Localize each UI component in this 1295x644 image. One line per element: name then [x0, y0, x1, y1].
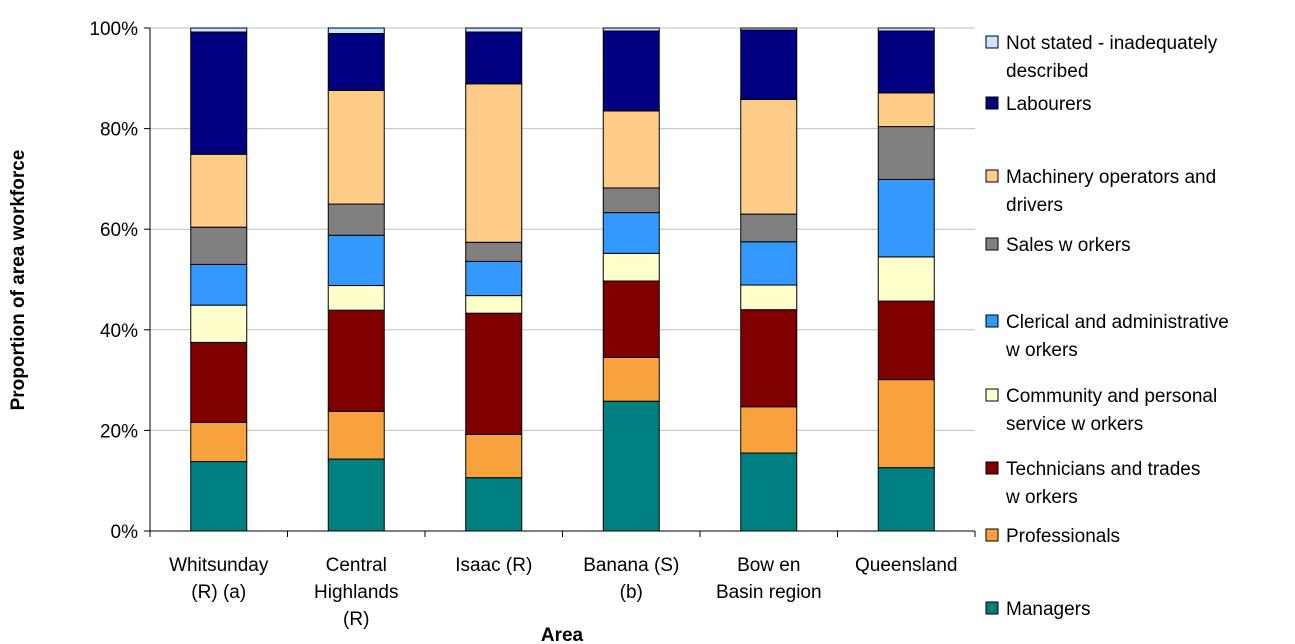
bar-segment	[877, 92, 935, 128]
bar-segment	[877, 27, 935, 32]
legend: Not stated - inadequately described Labour…	[985, 33, 1229, 620]
x-tick-label: Banana (S) (b)	[583, 555, 679, 603]
x-tick-label: Bow en Basin region	[716, 555, 822, 603]
bar-segment	[740, 406, 798, 454]
bar-segment	[465, 295, 523, 314]
bar-segment	[740, 213, 798, 243]
legend-label: Professionals	[1006, 526, 1120, 547]
bar-segment	[602, 356, 660, 402]
bar-segment	[602, 400, 660, 532]
bar-segment	[877, 30, 935, 94]
bar-segment	[602, 27, 660, 32]
bar-segment	[602, 110, 660, 189]
bar-segment	[190, 31, 248, 155]
legend-label: Community and personal service w orkers	[1006, 386, 1217, 435]
legend-swatch	[985, 96, 999, 110]
bar-segment	[465, 241, 523, 262]
y-tick-label: 20%	[100, 421, 138, 442]
y-tick-label: 60%	[100, 220, 138, 241]
bar-segment	[602, 280, 660, 358]
legend-label: Clerical and administrative w orkers	[1005, 312, 1229, 361]
bar-segment	[740, 27, 798, 31]
bar-segment	[602, 187, 660, 214]
bar-segment	[465, 83, 523, 243]
bar-segment	[327, 89, 385, 205]
x-axis-title: Area	[541, 625, 584, 644]
bar-segment	[877, 467, 935, 532]
bar-segment	[877, 178, 935, 258]
bar-segment	[327, 33, 385, 91]
x-tick-labels: Whitsunday (R) (a) Central Highlands (R) Isaa…	[169, 555, 957, 630]
y-tick-labels: 0% 20% 40% 60% 80% 100%	[89, 19, 138, 543]
bar-segment	[465, 312, 523, 435]
legend-swatch	[985, 601, 999, 615]
bar-segment	[740, 29, 798, 100]
bar-segment	[877, 300, 935, 381]
axes	[144, 27, 976, 537]
legend-swatch	[985, 35, 999, 49]
legend-swatch	[985, 461, 999, 475]
x-tick-label: Whitsunday (R) (a)	[169, 555, 269, 603]
legend-label: Not stated - inadequately described	[1006, 33, 1218, 82]
y-axis-title: Proportion of area workforce	[8, 150, 29, 411]
bar-segment	[190, 153, 248, 228]
bars	[190, 27, 935, 532]
legend-swatch	[985, 169, 999, 183]
bar-segment	[465, 477, 523, 532]
x-tick-label: Isaac (R)	[455, 555, 532, 576]
bar-segment	[877, 126, 935, 180]
bar-segment	[465, 31, 523, 85]
bar-segment	[740, 98, 798, 215]
bar-segment	[190, 421, 248, 463]
bar-segment	[327, 234, 385, 287]
bar-segment	[190, 263, 248, 306]
bar-segment	[877, 256, 935, 302]
legend-label: Managers	[1006, 599, 1091, 620]
x-tick-label: Queensland	[855, 555, 957, 576]
bar-segment	[327, 285, 385, 311]
bar-segment	[740, 284, 798, 311]
bar-segment	[190, 226, 248, 265]
legend-swatch	[985, 528, 999, 542]
bar-segment	[190, 461, 248, 532]
legend-swatch	[985, 237, 999, 251]
y-tick-label: 0%	[111, 522, 139, 543]
y-tick-label: 100%	[89, 19, 138, 40]
bar-segment	[327, 203, 385, 236]
bar-segment	[602, 252, 660, 282]
bar-segment	[190, 304, 248, 343]
bar-segment	[465, 433, 523, 479]
legend-label: Machinery operators and drivers	[1006, 167, 1216, 216]
bar-segment	[327, 309, 385, 412]
bar-segment	[190, 27, 248, 33]
bar-segment	[327, 27, 385, 35]
y-tick-label: 40%	[100, 321, 138, 342]
bar-segment	[740, 241, 798, 286]
bar-segment	[465, 260, 523, 297]
bar-segment	[190, 341, 248, 423]
legend-swatch	[985, 388, 999, 402]
legend-label: Technicians and trades w orkers	[1005, 459, 1200, 508]
legend-swatch	[985, 314, 999, 328]
bar-segment	[740, 452, 798, 532]
bar-segment	[327, 458, 385, 532]
bar-segment	[877, 379, 935, 469]
legend-label: Labourers	[1006, 94, 1092, 115]
bar-segment	[602, 212, 660, 254]
bar-segment	[740, 309, 798, 408]
gridlines	[150, 27, 975, 431]
x-tick-label: Central Highlands (R)	[314, 555, 399, 630]
legend-label: Sales w orkers	[1006, 235, 1131, 256]
y-tick-label: 80%	[100, 120, 138, 141]
bar-segment	[327, 410, 385, 460]
bar-segment	[602, 30, 660, 112]
bar-segment	[465, 27, 523, 33]
